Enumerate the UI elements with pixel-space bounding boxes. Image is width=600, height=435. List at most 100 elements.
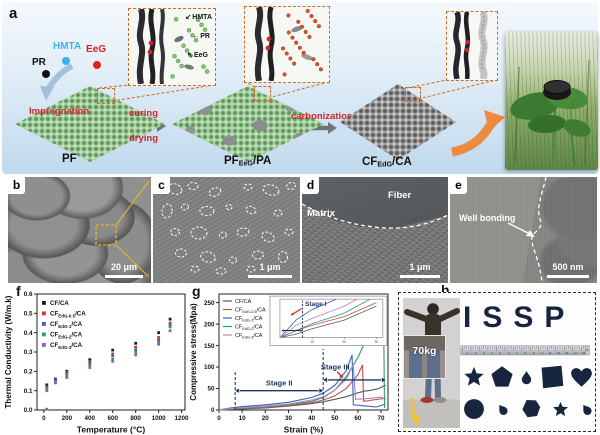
sem-e-annotations [507, 177, 547, 283]
panel-d-label: d [302, 177, 319, 194]
zoom-region-2 [254, 86, 271, 101]
carbonization-label: carbonization [291, 111, 353, 122]
svg-text:600: 600 [107, 415, 118, 422]
pour-arrowhead [40, 86, 54, 101]
interface-dashed-line [302, 203, 448, 229]
svg-text:2: 2 [475, 351, 477, 355]
svg-text:1: 1 [466, 351, 468, 355]
svg-text:30: 30 [375, 340, 379, 344]
scalebar-b-bar [105, 274, 143, 278]
svg-text:12: 12 [557, 351, 561, 355]
carbonization-arrowhead [328, 122, 337, 134]
pr-dot [42, 70, 50, 78]
svg-text:CFEdG-2/CA: CFEdG-2/CA [235, 325, 263, 332]
square-shape [541, 365, 564, 389]
inset-pr-label: ←PR [192, 33, 210, 40]
fiber-annotation: Fiber [388, 190, 412, 201]
sem-b-annotations [95, 180, 150, 278]
svg-text:0: 0 [217, 415, 221, 422]
svg-text:CF/CA: CF/CA [235, 299, 252, 305]
drop-shape [583, 404, 592, 415]
fiber-inset-3 [446, 10, 498, 81]
svg-text:Stage II: Stage II [266, 379, 293, 388]
impregnation-label: Impregnation [29, 106, 90, 117]
shapes-row-1 [463, 361, 593, 393]
svg-text:0: 0 [211, 407, 215, 414]
heart-shape [571, 367, 592, 387]
arrow-left-icon: ← [192, 33, 200, 40]
svg-text:60: 60 [354, 415, 362, 422]
panel-h-label: h [441, 282, 450, 298]
panel-c-label: c [153, 177, 170, 194]
sem-panel-c: c 1 μm [153, 177, 300, 283]
svg-text:15: 15 [582, 351, 586, 355]
scalebar-d: 1 μm [400, 262, 440, 278]
svg-text:Strain (%): Strain (%) [284, 425, 324, 435]
yellow-arrowhead [411, 416, 421, 426]
svg-text:1000: 1000 [152, 415, 167, 422]
scalebar-e-bar [547, 274, 589, 278]
svg-text:CFEdG-3/CA: CFEdG-3/CA [50, 342, 83, 350]
svg-text:Temperature (°C): Temperature (°C) [77, 425, 146, 435]
svg-text:100: 100 [204, 364, 215, 371]
svg-text:Stage III: Stage III [321, 363, 350, 372]
eeg-label: EeG [86, 44, 107, 55]
svg-text:50: 50 [207, 386, 215, 393]
sem-c-pore-circles [161, 181, 296, 275]
zoom-region-3 [405, 87, 421, 102]
jeans-legs [404, 350, 445, 378]
bonding-arrowhead [526, 230, 535, 237]
scalebar-e: 500 nm [547, 261, 589, 278]
fiber-inset-1: ↙HMTA ←PR ↖EeG [128, 8, 216, 86]
hmta-label: HMTA [53, 41, 82, 52]
panel-e-label: e [450, 177, 467, 194]
inset-eeg-label: ↖EeG [187, 52, 208, 59]
scalebar-c-bar [248, 274, 292, 278]
svg-text:0.0: 0.0 [24, 407, 33, 414]
svg-text:7: 7 [516, 351, 518, 355]
svg-text:50: 50 [331, 415, 339, 422]
svg-text:0.6: 0.6 [24, 291, 33, 298]
sem-panel-d: d Fiber Matrix 1 μm [302, 177, 448, 283]
drop-shape [498, 404, 508, 415]
pr-label: PR [32, 57, 46, 68]
svg-text:0.5: 0.5 [24, 311, 33, 318]
svg-text:Thermal Conductivity (W/m.k): Thermal Conductivity (W/m.k) [4, 295, 13, 408]
scalebar-c-label: 1 μm [259, 261, 281, 272]
shapes-row-2 [463, 393, 593, 425]
svg-text:CFEdG-0.5/CA: CFEdG-0.5/CA [235, 308, 266, 315]
svg-text:6: 6 [508, 351, 510, 355]
pour-arrow [45, 63, 74, 92]
panel-a-schematic: a PR HMTA EeG Impregnation PF ↙HMTA ←PR … [2, 2, 598, 174]
svg-text:1200: 1200 [175, 415, 190, 422]
scalebar-e-label: 500 nm [552, 261, 584, 272]
scalebar-c: 1 μm [248, 261, 292, 278]
scalebar-d-bar [400, 274, 440, 278]
svg-text:20: 20 [342, 340, 346, 344]
person-photo: 70kg [403, 298, 460, 428]
svg-text:800: 800 [130, 415, 141, 422]
scalebar-b-label: 20 μm [110, 261, 138, 272]
svg-text:13: 13 [565, 351, 569, 355]
svg-text:CFEdG-1/CA: CFEdG-1/CA [235, 316, 263, 323]
svg-text:11: 11 [549, 351, 552, 355]
drop-shape [521, 370, 532, 384]
carved-letters: ISSP [463, 301, 576, 334]
svg-text:CFEdG-1/CA: CFEdG-1/CA [50, 321, 83, 329]
svg-text:70: 70 [378, 415, 386, 422]
eeg-dot [93, 61, 101, 69]
arrow-nw-icon: ↖ [187, 52, 193, 59]
bonding-dashed-line [531, 177, 547, 283]
thermal-conductivity-chart: 0 200 400 600 800 1000 1200 0.0 0.1 0.2 0.3 0.4 0.5 0… [4, 291, 190, 435]
inset-hmta-label: ↙HMTA [185, 14, 212, 21]
pf-material-label: PF [62, 153, 77, 165]
hexagon-shape [521, 400, 540, 418]
svg-text:Compressive stress(Mpa): Compressive stress(Mpa) [189, 303, 198, 401]
fiber-inset-3-art [453, 10, 488, 81]
svg-text:0.1: 0.1 [24, 388, 33, 395]
circle-shape [464, 399, 484, 419]
panel-b-label: b [8, 177, 25, 194]
star-shape [464, 366, 484, 386]
svg-text:4: 4 [491, 351, 493, 355]
